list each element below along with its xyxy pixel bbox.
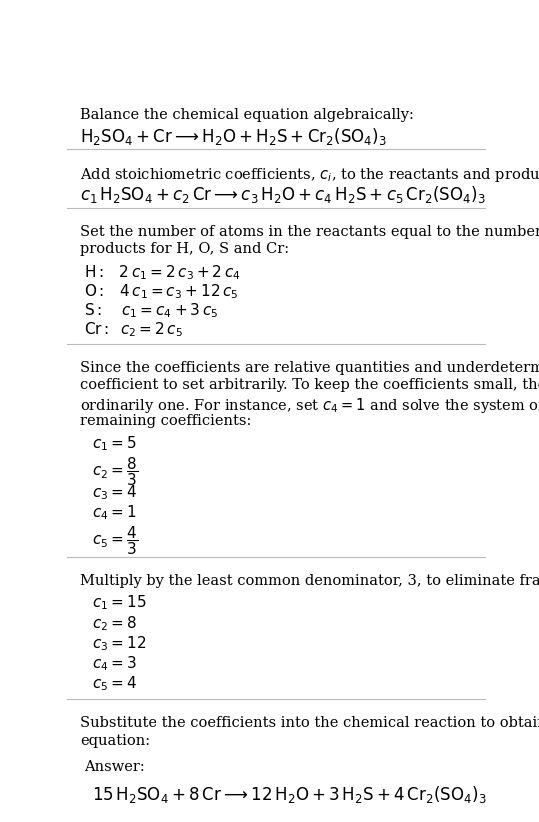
- Text: $\mathrm{O{:}}\;\;\; 4\,c_1 = c_3 + 12\,c_5$: $\mathrm{O{:}}\;\;\; 4\,c_1 = c_3 + 12\,…: [84, 282, 238, 301]
- Text: $15\,\mathrm{H_2SO_4} + 8\,\mathrm{Cr} \longrightarrow 12\,\mathrm{H_2O} + 3\,\m: $15\,\mathrm{H_2SO_4} + 8\,\mathrm{Cr} \…: [93, 784, 487, 805]
- FancyBboxPatch shape: [70, 746, 416, 822]
- Text: $c_2 = 8$: $c_2 = 8$: [93, 614, 137, 633]
- Text: coefficient to set arbitrarily. To keep the coefficients small, the arbitrary va: coefficient to set arbitrarily. To keep …: [80, 378, 539, 392]
- Text: $c_2 = \dfrac{8}{3}$: $c_2 = \dfrac{8}{3}$: [93, 455, 139, 487]
- Text: Add stoichiometric coefficients, $c_i$, to the reactants and products:: Add stoichiometric coefficients, $c_i$, …: [80, 166, 539, 184]
- Text: Answer:: Answer:: [84, 760, 145, 774]
- Text: remaining coefficients:: remaining coefficients:: [80, 413, 251, 427]
- Text: $c_3 = 12$: $c_3 = 12$: [93, 634, 147, 653]
- Text: $c_4 = 1$: $c_4 = 1$: [93, 504, 137, 523]
- Text: $c_4 = 3$: $c_4 = 3$: [93, 654, 137, 673]
- Text: Substitute the coefficients into the chemical reaction to obtain the balanced: Substitute the coefficients into the che…: [80, 717, 539, 731]
- Text: ordinarily one. For instance, set $c_4 = 1$ and solve the system of equations fo: ordinarily one. For instance, set $c_4 =…: [80, 396, 539, 415]
- Text: $c_1\,\mathrm{H_2SO_4} + c_2\,\mathrm{Cr} \longrightarrow c_3\,\mathrm{H_2O} + c: $c_1\,\mathrm{H_2SO_4} + c_2\,\mathrm{Cr…: [80, 184, 486, 205]
- Text: $c_5 = \dfrac{4}{3}$: $c_5 = \dfrac{4}{3}$: [93, 524, 139, 556]
- Text: Set the number of atoms in the reactants equal to the number of atoms in the: Set the number of atoms in the reactants…: [80, 224, 539, 238]
- Text: products for H, O, S and Cr:: products for H, O, S and Cr:: [80, 242, 289, 256]
- Text: $\mathrm{S{:}}\;\;\;\; c_1 = c_4 + 3\,c_5$: $\mathrm{S{:}}\;\;\;\; c_1 = c_4 + 3\,c_…: [84, 301, 218, 320]
- Text: Since the coefficients are relative quantities and underdetermined, choose a: Since the coefficients are relative quan…: [80, 361, 539, 375]
- Text: $c_1 = 15$: $c_1 = 15$: [93, 593, 147, 612]
- Text: $\mathrm{H_2SO_4 + Cr \longrightarrow H_2O + H_2S + Cr_2(SO_4)_3}$: $\mathrm{H_2SO_4 + Cr \longrightarrow H_…: [80, 126, 387, 147]
- Text: $\mathrm{Cr{:}}\;\; c_2 = 2\,c_5$: $\mathrm{Cr{:}}\;\; c_2 = 2\,c_5$: [84, 321, 183, 339]
- Text: equation:: equation:: [80, 734, 150, 748]
- Text: $c_3 = 4$: $c_3 = 4$: [93, 483, 137, 502]
- Text: $\mathrm{H{:}}\;\;\; 2\,c_1 = 2\,c_3 + 2\,c_4$: $\mathrm{H{:}}\;\;\; 2\,c_1 = 2\,c_3 + 2…: [84, 263, 241, 282]
- Text: $c_5 = 4$: $c_5 = 4$: [93, 675, 137, 693]
- Text: $c_1 = 5$: $c_1 = 5$: [93, 435, 137, 454]
- Text: Multiply by the least common denominator, 3, to eliminate fractional coefficient: Multiply by the least common denominator…: [80, 574, 539, 588]
- Text: Balance the chemical equation algebraically:: Balance the chemical equation algebraica…: [80, 109, 414, 122]
